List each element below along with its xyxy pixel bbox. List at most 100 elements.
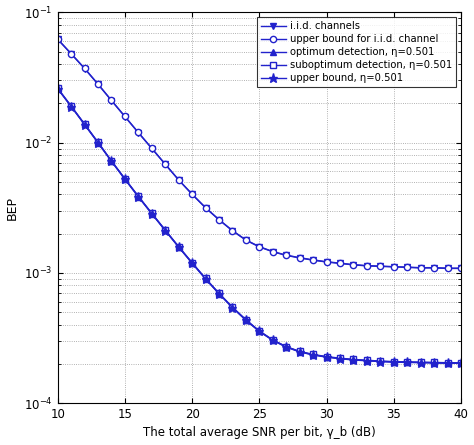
upper bound, η=0.501 [149,211,155,217]
Y-axis label: BEP: BEP [6,196,18,220]
i.i.d. channels [458,266,464,271]
upper bound for i.i.d. channel [310,257,316,263]
i.i.d. channels [243,238,249,243]
upper bound for i.i.d. channel [337,260,343,266]
upper bound, η=0.501 [243,318,249,323]
upper bound for i.i.d. channel [445,266,450,271]
i.i.d. channels [297,255,302,261]
optimum detection, η=0.501 [418,360,424,365]
upper bound for i.i.d. channel [203,205,209,210]
suboptimum detection, η=0.501 [203,276,209,281]
upper bound, η=0.501 [351,357,356,363]
suboptimum detection, η=0.501 [445,360,450,365]
i.i.d. channels [418,265,424,271]
suboptimum detection, η=0.501 [391,359,397,364]
upper bound for i.i.d. channel [404,264,410,270]
i.i.d. channels [189,192,195,197]
upper bound, η=0.501 [297,349,302,355]
optimum detection, η=0.501 [149,211,155,216]
i.i.d. channels [82,66,87,71]
i.i.d. channels [270,249,276,255]
i.i.d. channels [216,217,222,222]
optimum detection, η=0.501 [364,358,370,363]
suboptimum detection, η=0.501 [229,304,235,310]
upper bound for i.i.d. channel [163,162,168,167]
upper bound for i.i.d. channel [216,217,222,222]
i.i.d. channels [431,265,437,271]
i.i.d. channels [364,263,370,269]
upper bound, η=0.501 [163,228,168,233]
upper bound for i.i.d. channel [229,228,235,233]
upper bound for i.i.d. channel [431,265,437,270]
suboptimum detection, η=0.501 [68,103,74,109]
optimum detection, η=0.501 [283,344,289,349]
upper bound for i.i.d. channel [136,130,141,135]
upper bound for i.i.d. channel [283,252,289,258]
suboptimum detection, η=0.501 [216,291,222,296]
optimum detection, η=0.501 [95,140,101,145]
Line: upper bound for i.i.d. channel: upper bound for i.i.d. channel [55,36,464,271]
upper bound for i.i.d. channel [377,263,383,269]
i.i.d. channels [377,264,383,269]
suboptimum detection, η=0.501 [176,244,182,249]
optimum detection, η=0.501 [176,244,182,250]
suboptimum detection, η=0.501 [163,227,168,233]
i.i.d. channels [229,228,235,234]
suboptimum detection, η=0.501 [324,354,329,359]
upper bound, η=0.501 [68,104,74,109]
upper bound, η=0.501 [391,360,397,365]
i.i.d. channels [163,162,168,167]
upper bound, η=0.501 [458,360,464,366]
suboptimum detection, η=0.501 [351,357,356,362]
upper bound for i.i.d. channel [458,266,464,271]
suboptimum detection, η=0.501 [337,356,343,361]
upper bound for i.i.d. channel [55,36,61,42]
suboptimum detection, η=0.501 [122,176,128,182]
upper bound for i.i.d. channel [82,65,87,71]
upper bound, η=0.501 [176,245,182,250]
i.i.d. channels [404,265,410,270]
optimum detection, η=0.501 [229,305,235,310]
i.i.d. channels [95,82,101,87]
upper bound for i.i.d. channel [243,237,249,243]
optimum detection, η=0.501 [297,349,302,354]
optimum detection, η=0.501 [310,352,316,357]
upper bound for i.i.d. channel [68,51,74,56]
i.i.d. channels [337,261,343,266]
Line: upper bound, η=0.501: upper bound, η=0.501 [53,84,465,368]
upper bound, η=0.501 [189,261,195,266]
i.i.d. channels [351,262,356,267]
suboptimum detection, η=0.501 [243,317,249,322]
suboptimum detection, η=0.501 [364,358,370,363]
Legend: i.i.d. channels, upper bound for i.i.d. channel, optimum detection, η=0.501, sub: i.i.d. channels, upper bound for i.i.d. … [257,17,456,87]
upper bound for i.i.d. channel [324,259,329,264]
upper bound for i.i.d. channel [351,262,356,267]
i.i.d. channels [136,130,141,135]
i.i.d. channels [310,258,316,263]
upper bound, η=0.501 [122,177,128,182]
i.i.d. channels [176,178,182,183]
suboptimum detection, η=0.501 [109,158,114,164]
optimum detection, η=0.501 [122,176,128,182]
i.i.d. channels [391,264,397,270]
suboptimum detection, η=0.501 [55,85,61,91]
suboptimum detection, η=0.501 [404,359,410,364]
upper bound, η=0.501 [431,360,437,366]
upper bound for i.i.d. channel [297,255,302,260]
upper bound for i.i.d. channel [270,249,276,254]
upper bound for i.i.d. channel [189,191,195,197]
upper bound for i.i.d. channel [122,114,128,119]
upper bound, η=0.501 [256,329,262,334]
optimum detection, η=0.501 [337,356,343,361]
optimum detection, η=0.501 [431,360,437,365]
upper bound, η=0.501 [404,360,410,365]
suboptimum detection, η=0.501 [297,349,302,354]
optimum detection, η=0.501 [391,359,397,364]
suboptimum detection, η=0.501 [377,358,383,364]
suboptimum detection, η=0.501 [270,337,276,343]
i.i.d. channels [283,253,289,258]
suboptimum detection, η=0.501 [189,260,195,265]
upper bound for i.i.d. channel [418,265,424,270]
optimum detection, η=0.501 [458,360,464,366]
upper bound for i.i.d. channel [391,264,397,269]
